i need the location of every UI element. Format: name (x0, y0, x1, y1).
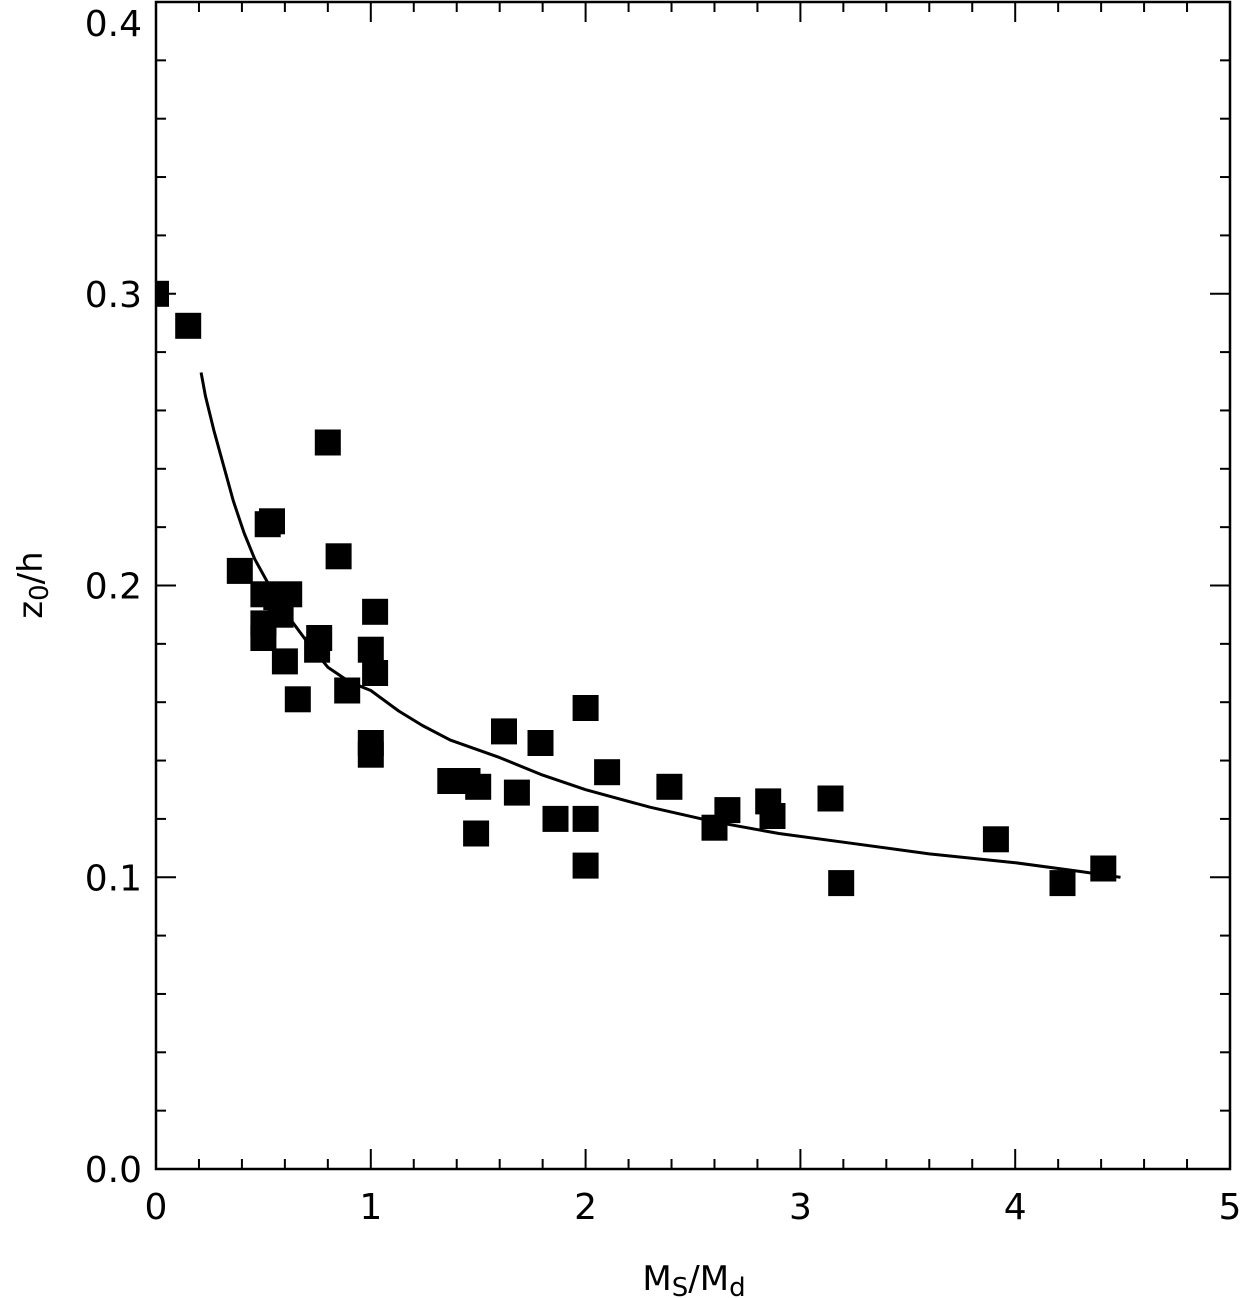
data-point (271, 648, 298, 675)
data-point (572, 852, 599, 879)
plot-frame (154, 0, 1232, 1171)
data-point (656, 773, 683, 800)
data-point (817, 785, 844, 812)
data-point (175, 312, 202, 339)
data-point (226, 557, 253, 584)
data-point (463, 820, 490, 847)
axis-ticks (155, 1, 1231, 1170)
data-point (362, 598, 389, 625)
tick-labels: 0 1 2 3 4 5 0.0 0.1 0.2 0.3 0.4 (85, 4, 1242, 1228)
x-axis-title: MS/Md (642, 1259, 745, 1298)
data-point (1049, 870, 1076, 897)
fit-curve (199, 372, 1121, 879)
data-point (325, 543, 352, 570)
data-point (250, 625, 277, 651)
plot-content (156, 280, 1121, 897)
data-point (594, 759, 621, 786)
data-point (357, 741, 384, 768)
data-point (357, 636, 384, 663)
x-tick-label: 5 (1219, 1187, 1242, 1228)
x-tick-label: 4 (1004, 1187, 1027, 1228)
data-point (465, 773, 492, 800)
x-axis-title-sub2: d (729, 1273, 746, 1298)
x-tick-label: 3 (789, 1187, 812, 1228)
data-point (259, 508, 285, 535)
y-tick-label: 0.4 (85, 4, 142, 45)
data-point (572, 805, 599, 832)
data-point (314, 429, 341, 456)
x-axis-title-sub1: S (672, 1273, 689, 1298)
data-point (362, 660, 389, 686)
y-tick-label: 0.2 (85, 567, 142, 608)
data-point (759, 803, 786, 829)
data-point (572, 695, 599, 721)
data-point (982, 826, 1009, 853)
y-tick-label: 0.0 (85, 1150, 142, 1191)
data-point (542, 805, 569, 832)
data-point (714, 797, 741, 824)
data-point (527, 730, 554, 756)
data-point (503, 779, 530, 806)
x-tick-label: 0 (145, 1187, 168, 1228)
y-axis-title: z0/h (11, 551, 55, 618)
y-axis-title-rest: /h (11, 551, 51, 584)
x-axis-title-main: M (642, 1259, 671, 1298)
x-tick-label: 2 (574, 1187, 597, 1228)
y-axis-title-sub: 0 (25, 584, 55, 601)
x-tick-label: 1 (359, 1187, 382, 1228)
data-point (284, 686, 311, 713)
y-tick-label: 0.3 (85, 275, 142, 316)
y-tick-label: 0.1 (85, 858, 142, 899)
y-axis-title-main: z (11, 601, 51, 619)
data-point (156, 280, 169, 307)
data-point (828, 870, 855, 897)
data-point (491, 718, 517, 745)
x-axis-title-sep: /M (688, 1259, 729, 1298)
